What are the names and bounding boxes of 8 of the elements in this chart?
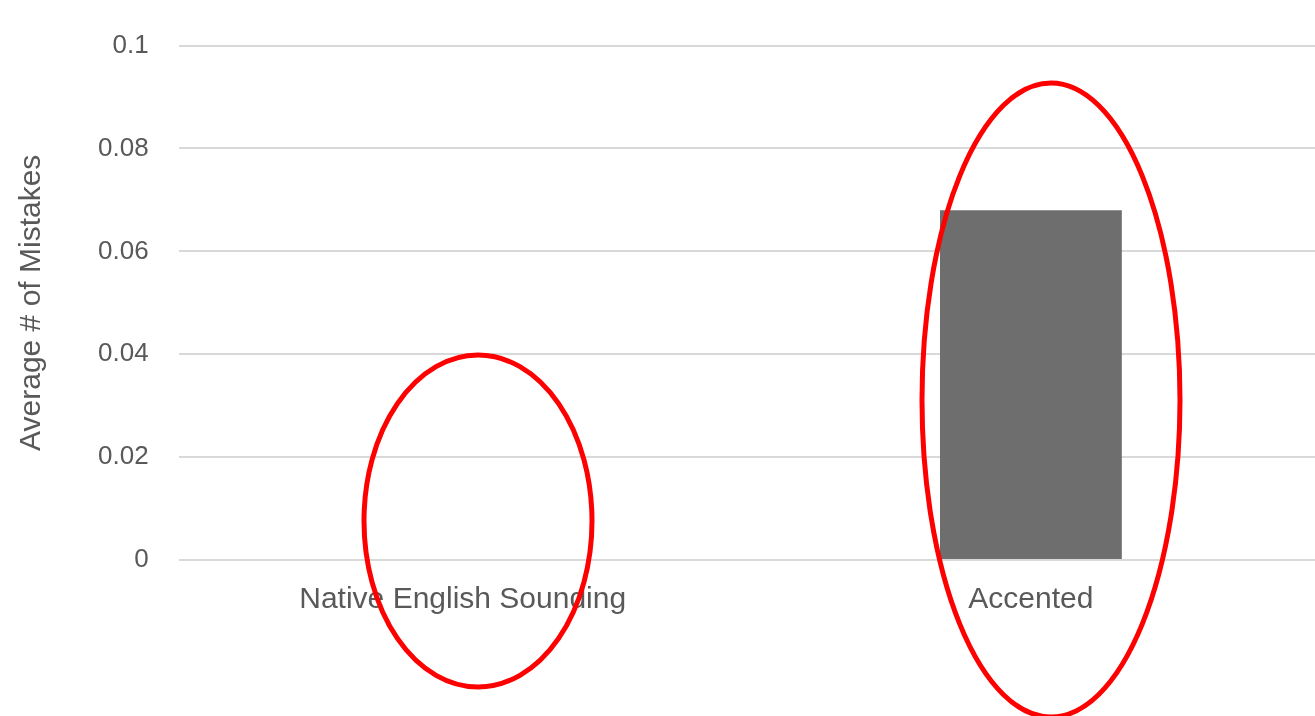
y-tick-label: 0 [134, 543, 149, 574]
y-axis-title: Average # of Mistakes [13, 154, 47, 451]
y-tick-label: 0.08 [97, 131, 149, 162]
y-tick-label: 0.1 [112, 28, 149, 59]
y-tick-label: 0.04 [97, 337, 149, 368]
y-tick-label: 0.02 [97, 440, 149, 471]
y-tick-label: 0.06 [97, 234, 149, 265]
x-tick-label: Accented [968, 581, 1094, 615]
